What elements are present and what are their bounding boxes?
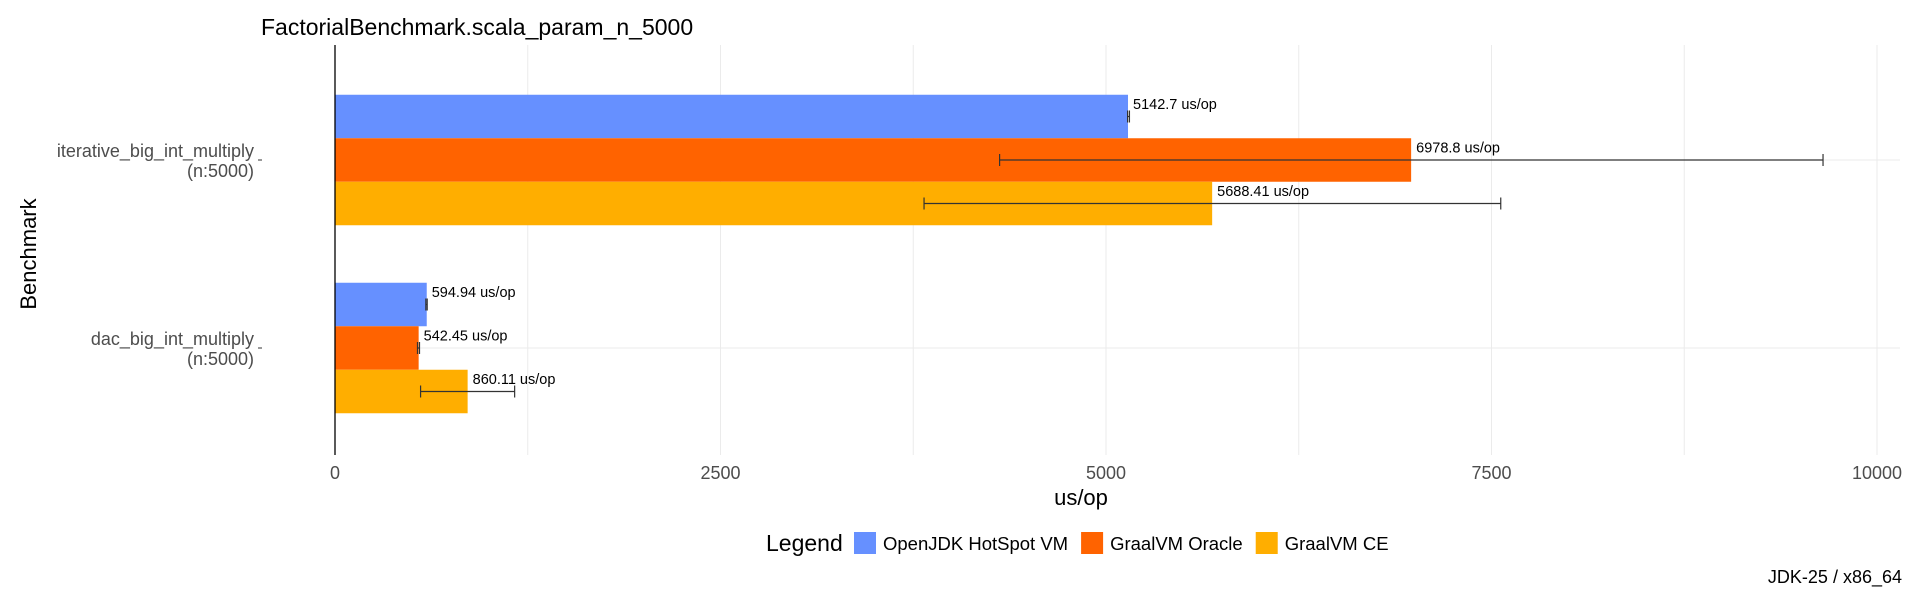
axes: iterative_big_int_multiply(n:5000)dac_bi…: [57, 45, 1902, 483]
legend-swatch: [854, 532, 876, 554]
legend-swatch: [1255, 532, 1278, 554]
data-label: 542.45 us/op: [424, 328, 508, 344]
legend-label: OpenJDK HotSpot VM: [883, 533, 1068, 554]
caption: JDK-25 / x86_64: [1768, 567, 1902, 588]
legend-label: GraalVM Oracle: [1110, 533, 1243, 554]
data-label: 860.11 us/op: [473, 372, 556, 388]
y-tick-label: iterative_big_int_multiply: [57, 141, 254, 162]
data-label: 5142.7 us/op: [1133, 97, 1217, 113]
x-tick-label: 0: [330, 463, 340, 483]
legend-swatch: [1081, 532, 1104, 554]
y-tick-label: dac_big_int_multiply: [91, 329, 254, 350]
bars: 5142.7 us/op 6978.8 us/op 5688.41 us/op 594…: [335, 94, 1824, 414]
bar: [335, 282, 427, 327]
data-label: 594.94 us/op: [432, 285, 516, 301]
x-tick-label: 5000: [1086, 463, 1126, 483]
legend-title: Legend: [766, 530, 843, 556]
bar: [335, 326, 419, 370]
legend: Legend OpenJDK HotSpot VM GraalVM Oracle G…: [766, 530, 1389, 556]
data-label: 5688.41 us/op: [1217, 184, 1309, 200]
y-tick-label: (n:5000): [187, 349, 254, 369]
bar: [335, 94, 1129, 139]
x-axis-label: us/op: [1054, 485, 1108, 510]
y-tick-label: (n:5000): [187, 161, 254, 181]
chart-title: FactorialBenchmark.scala_param_n_5000: [261, 14, 693, 40]
x-tick-label: 2500: [700, 463, 740, 483]
x-tick-label: 10000: [1852, 463, 1902, 483]
y-axis-label: Benchmark: [16, 197, 41, 309]
data-label: 6978.8 us/op: [1416, 140, 1500, 156]
x-tick-label: 7500: [1471, 463, 1511, 483]
legend-label: GraalVM CE: [1285, 533, 1389, 554]
